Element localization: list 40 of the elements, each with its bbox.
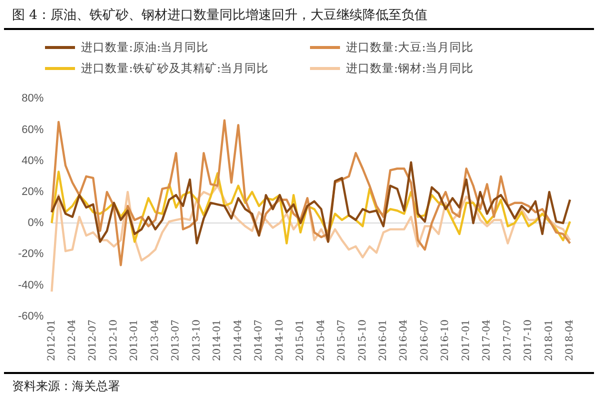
y-tick-label: 40% — [22, 154, 44, 167]
x-tick-label: 2014-07 — [254, 319, 265, 362]
chart-title: 图 4：原油、铁矿砂、钢材进口数量同比增速回升，大豆继续降低至负值 — [12, 7, 428, 24]
text: 资料来源：海关总署 — [12, 378, 120, 395]
x-tick-label: 2012-01 — [46, 319, 58, 362]
x-tick-label: 2016-01 — [378, 319, 389, 362]
legend-label: 进口数量:大豆:当月同比 — [346, 40, 474, 55]
y-tick-label: 20% — [22, 186, 44, 198]
x-tick-label: 2016-10 — [440, 319, 452, 362]
y-tick-label: -40% — [18, 279, 44, 292]
x-tick-label: 2018-01 — [544, 319, 555, 362]
x-tick-label: 2013-07 — [170, 319, 182, 362]
y-tick-label: 60% — [22, 124, 44, 136]
x-tick-label: 2013-04 — [150, 319, 161, 362]
x-tick-label: 2014-04 — [232, 319, 244, 362]
x-tick-label: 2015-01 — [295, 319, 306, 362]
x-tick-label: 2015-10 — [357, 319, 368, 362]
x-tick-label: 2015-04 — [316, 319, 327, 362]
x-tick-label: 2012-07 — [88, 319, 99, 362]
y-tick-label: -20% — [18, 248, 44, 260]
x-tick-label: 2016-04 — [398, 319, 410, 362]
legend-label: 进口数量:铁矿砂及其精矿:当月同比 — [81, 61, 269, 76]
x-tick-label: 2013-10 — [191, 319, 202, 362]
x-tick-label: 2014-01 — [212, 319, 224, 362]
y-tick-label: -60% — [18, 310, 44, 322]
x-tick-label: 2017-01 — [460, 319, 472, 362]
legend-label: 进口数量:原油:当月同比 — [81, 40, 209, 55]
x-tick-label: 2013-01 — [129, 319, 140, 362]
x-tick-label: 2017-07 — [502, 319, 514, 362]
x-tick-label: 2015-07 — [336, 319, 348, 362]
y-tick-label: 80% — [22, 92, 44, 105]
x-tick-label: 2018-04 — [564, 319, 576, 362]
x-tick-label: 2017-04 — [482, 319, 493, 362]
x-tick-label: 2012-10 — [108, 319, 120, 362]
y-tick-label: 0% — [28, 217, 44, 230]
x-tick-label: 2017-10 — [523, 319, 534, 362]
x-tick-label: 2016-07 — [419, 319, 430, 362]
x-tick-label: 2012-04 — [67, 319, 78, 362]
x-tick-label: 2014-10 — [274, 319, 286, 362]
legend-label: 进口数量:钢材:当月同比 — [346, 61, 474, 76]
